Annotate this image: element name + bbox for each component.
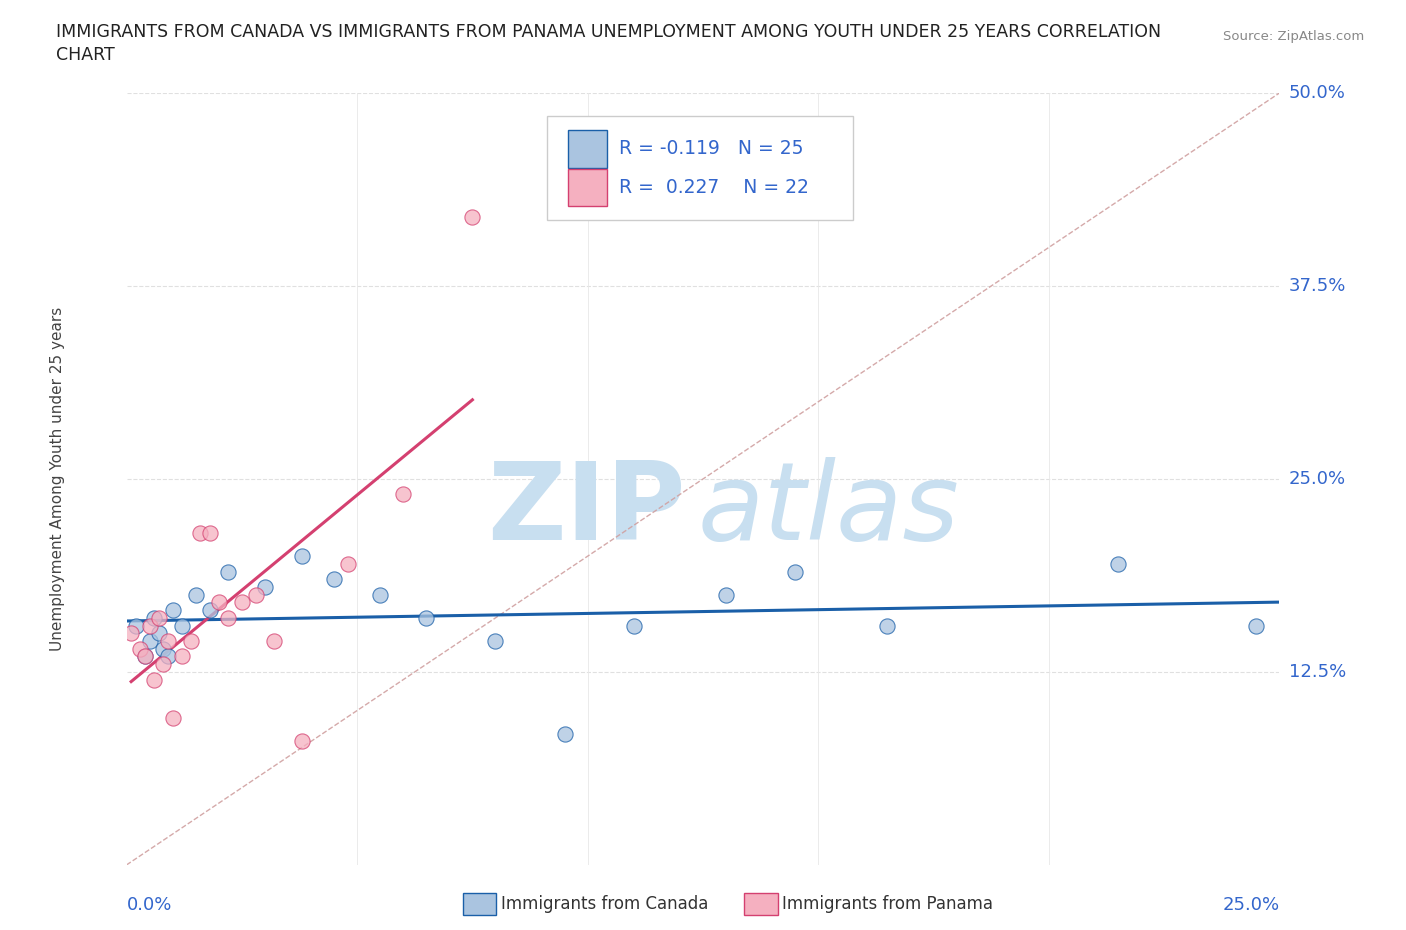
Text: Immigrants from Canada: Immigrants from Canada	[501, 895, 707, 913]
Point	[461, 209, 484, 224]
Point	[245, 588, 267, 603]
Point	[1246, 618, 1268, 633]
Point	[170, 618, 193, 633]
Text: 0.0%: 0.0%	[127, 896, 172, 914]
Point	[217, 565, 239, 579]
Text: ZIP: ZIP	[488, 457, 686, 563]
Point	[148, 610, 170, 625]
Point	[198, 525, 221, 540]
Point	[143, 672, 166, 687]
Point	[162, 603, 184, 618]
Point	[217, 610, 239, 625]
Point	[785, 565, 807, 579]
Text: 12.5%: 12.5%	[1289, 663, 1346, 681]
Text: Immigrants from Panama: Immigrants from Panama	[782, 895, 993, 913]
Point	[291, 549, 314, 564]
Point	[368, 588, 391, 603]
Point	[554, 726, 576, 741]
Point	[143, 610, 166, 625]
Text: CHART: CHART	[56, 46, 115, 64]
Text: R = -0.119   N = 25: R = -0.119 N = 25	[619, 140, 803, 158]
Point	[188, 525, 211, 540]
FancyBboxPatch shape	[568, 130, 607, 168]
Point	[323, 572, 346, 587]
Point	[392, 487, 415, 502]
Point	[1107, 556, 1129, 571]
Point	[291, 734, 314, 749]
Point	[484, 633, 506, 648]
Text: R =  0.227    N = 22: R = 0.227 N = 22	[619, 178, 808, 197]
Text: 37.5%: 37.5%	[1289, 277, 1346, 295]
FancyBboxPatch shape	[568, 168, 607, 206]
Text: atlas: atlas	[697, 458, 959, 563]
Point	[134, 649, 156, 664]
Text: 25.0%: 25.0%	[1289, 470, 1346, 488]
Point	[714, 588, 737, 603]
Point	[415, 610, 437, 625]
Point	[253, 579, 276, 594]
Point	[180, 633, 202, 648]
Point	[263, 633, 285, 648]
Text: Unemployment Among Youth under 25 years: Unemployment Among Youth under 25 years	[49, 307, 65, 651]
Point	[152, 642, 174, 657]
Point	[120, 626, 142, 641]
Text: 50.0%: 50.0%	[1289, 84, 1346, 102]
Point	[231, 595, 253, 610]
Point	[129, 642, 152, 657]
Point	[125, 618, 148, 633]
Point	[152, 657, 174, 671]
Point	[157, 649, 180, 664]
Point	[208, 595, 231, 610]
FancyBboxPatch shape	[547, 116, 853, 220]
Point	[148, 626, 170, 641]
Point	[876, 618, 898, 633]
Text: 25.0%: 25.0%	[1222, 896, 1279, 914]
Text: IMMIGRANTS FROM CANADA VS IMMIGRANTS FROM PANAMA UNEMPLOYMENT AMONG YOUTH UNDER : IMMIGRANTS FROM CANADA VS IMMIGRANTS FRO…	[56, 23, 1161, 41]
Text: Source: ZipAtlas.com: Source: ZipAtlas.com	[1223, 30, 1364, 43]
Point	[138, 618, 160, 633]
Point	[623, 618, 645, 633]
Point	[184, 588, 207, 603]
Point	[170, 649, 193, 664]
Point	[157, 633, 180, 648]
Point	[198, 603, 221, 618]
Point	[162, 711, 184, 725]
Point	[134, 649, 156, 664]
Point	[336, 556, 359, 571]
Point	[138, 633, 160, 648]
